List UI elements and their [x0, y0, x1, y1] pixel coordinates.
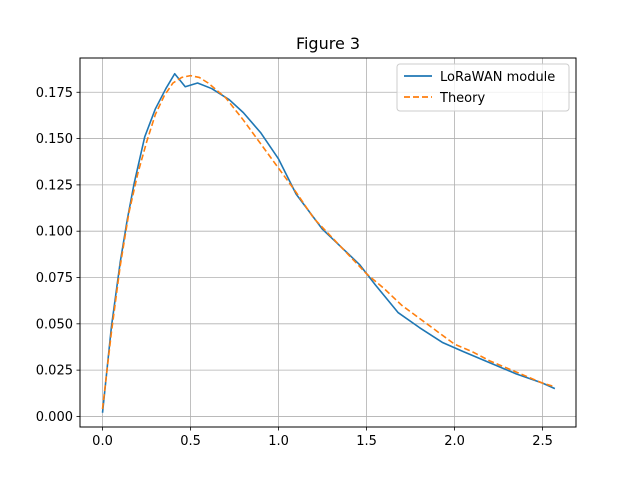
y-tick-label: 0.000 — [36, 410, 73, 425]
ticks: 0.0 0.5 1.0 1.5 2.0 2.5 0.000 0.025 0.050 0.075 0.… — [36, 86, 553, 449]
y-tick-label: 0.025 — [36, 364, 73, 379]
plot-frame — [79, 57, 577, 428]
x-tick-label: 2.0 — [444, 434, 465, 449]
y-tick-label: 0.075 — [36, 271, 73, 286]
x-tick-label: 1.0 — [268, 434, 289, 449]
series-line-lorawan-module — [101, 72, 556, 413]
y-tick-label: 0.150 — [36, 132, 73, 147]
series-line-theory — [101, 74, 556, 410]
x-tick-label: 0.5 — [180, 434, 201, 449]
grid — [80, 58, 576, 427]
legend-label-lorawan: LoRaWAN module — [440, 70, 555, 85]
chart-title: Figure 3 — [296, 34, 360, 53]
plot-area — [80, 58, 576, 427]
x-tick-label: 0.0 — [92, 434, 113, 449]
y-tick-label: 0.125 — [36, 178, 73, 193]
legend-label-theory: Theory — [439, 91, 485, 106]
y-tick-label: 0.050 — [36, 317, 73, 332]
y-tick-label: 0.100 — [36, 225, 73, 240]
y-tick-label: 0.175 — [36, 86, 73, 101]
x-tick-label: 1.5 — [356, 434, 377, 449]
series-layer — [101, 72, 556, 413]
legend: LoRaWAN module Theory — [396, 63, 570, 112]
legend-box — [396, 63, 570, 112]
x-tick-label: 2.5 — [532, 434, 553, 449]
